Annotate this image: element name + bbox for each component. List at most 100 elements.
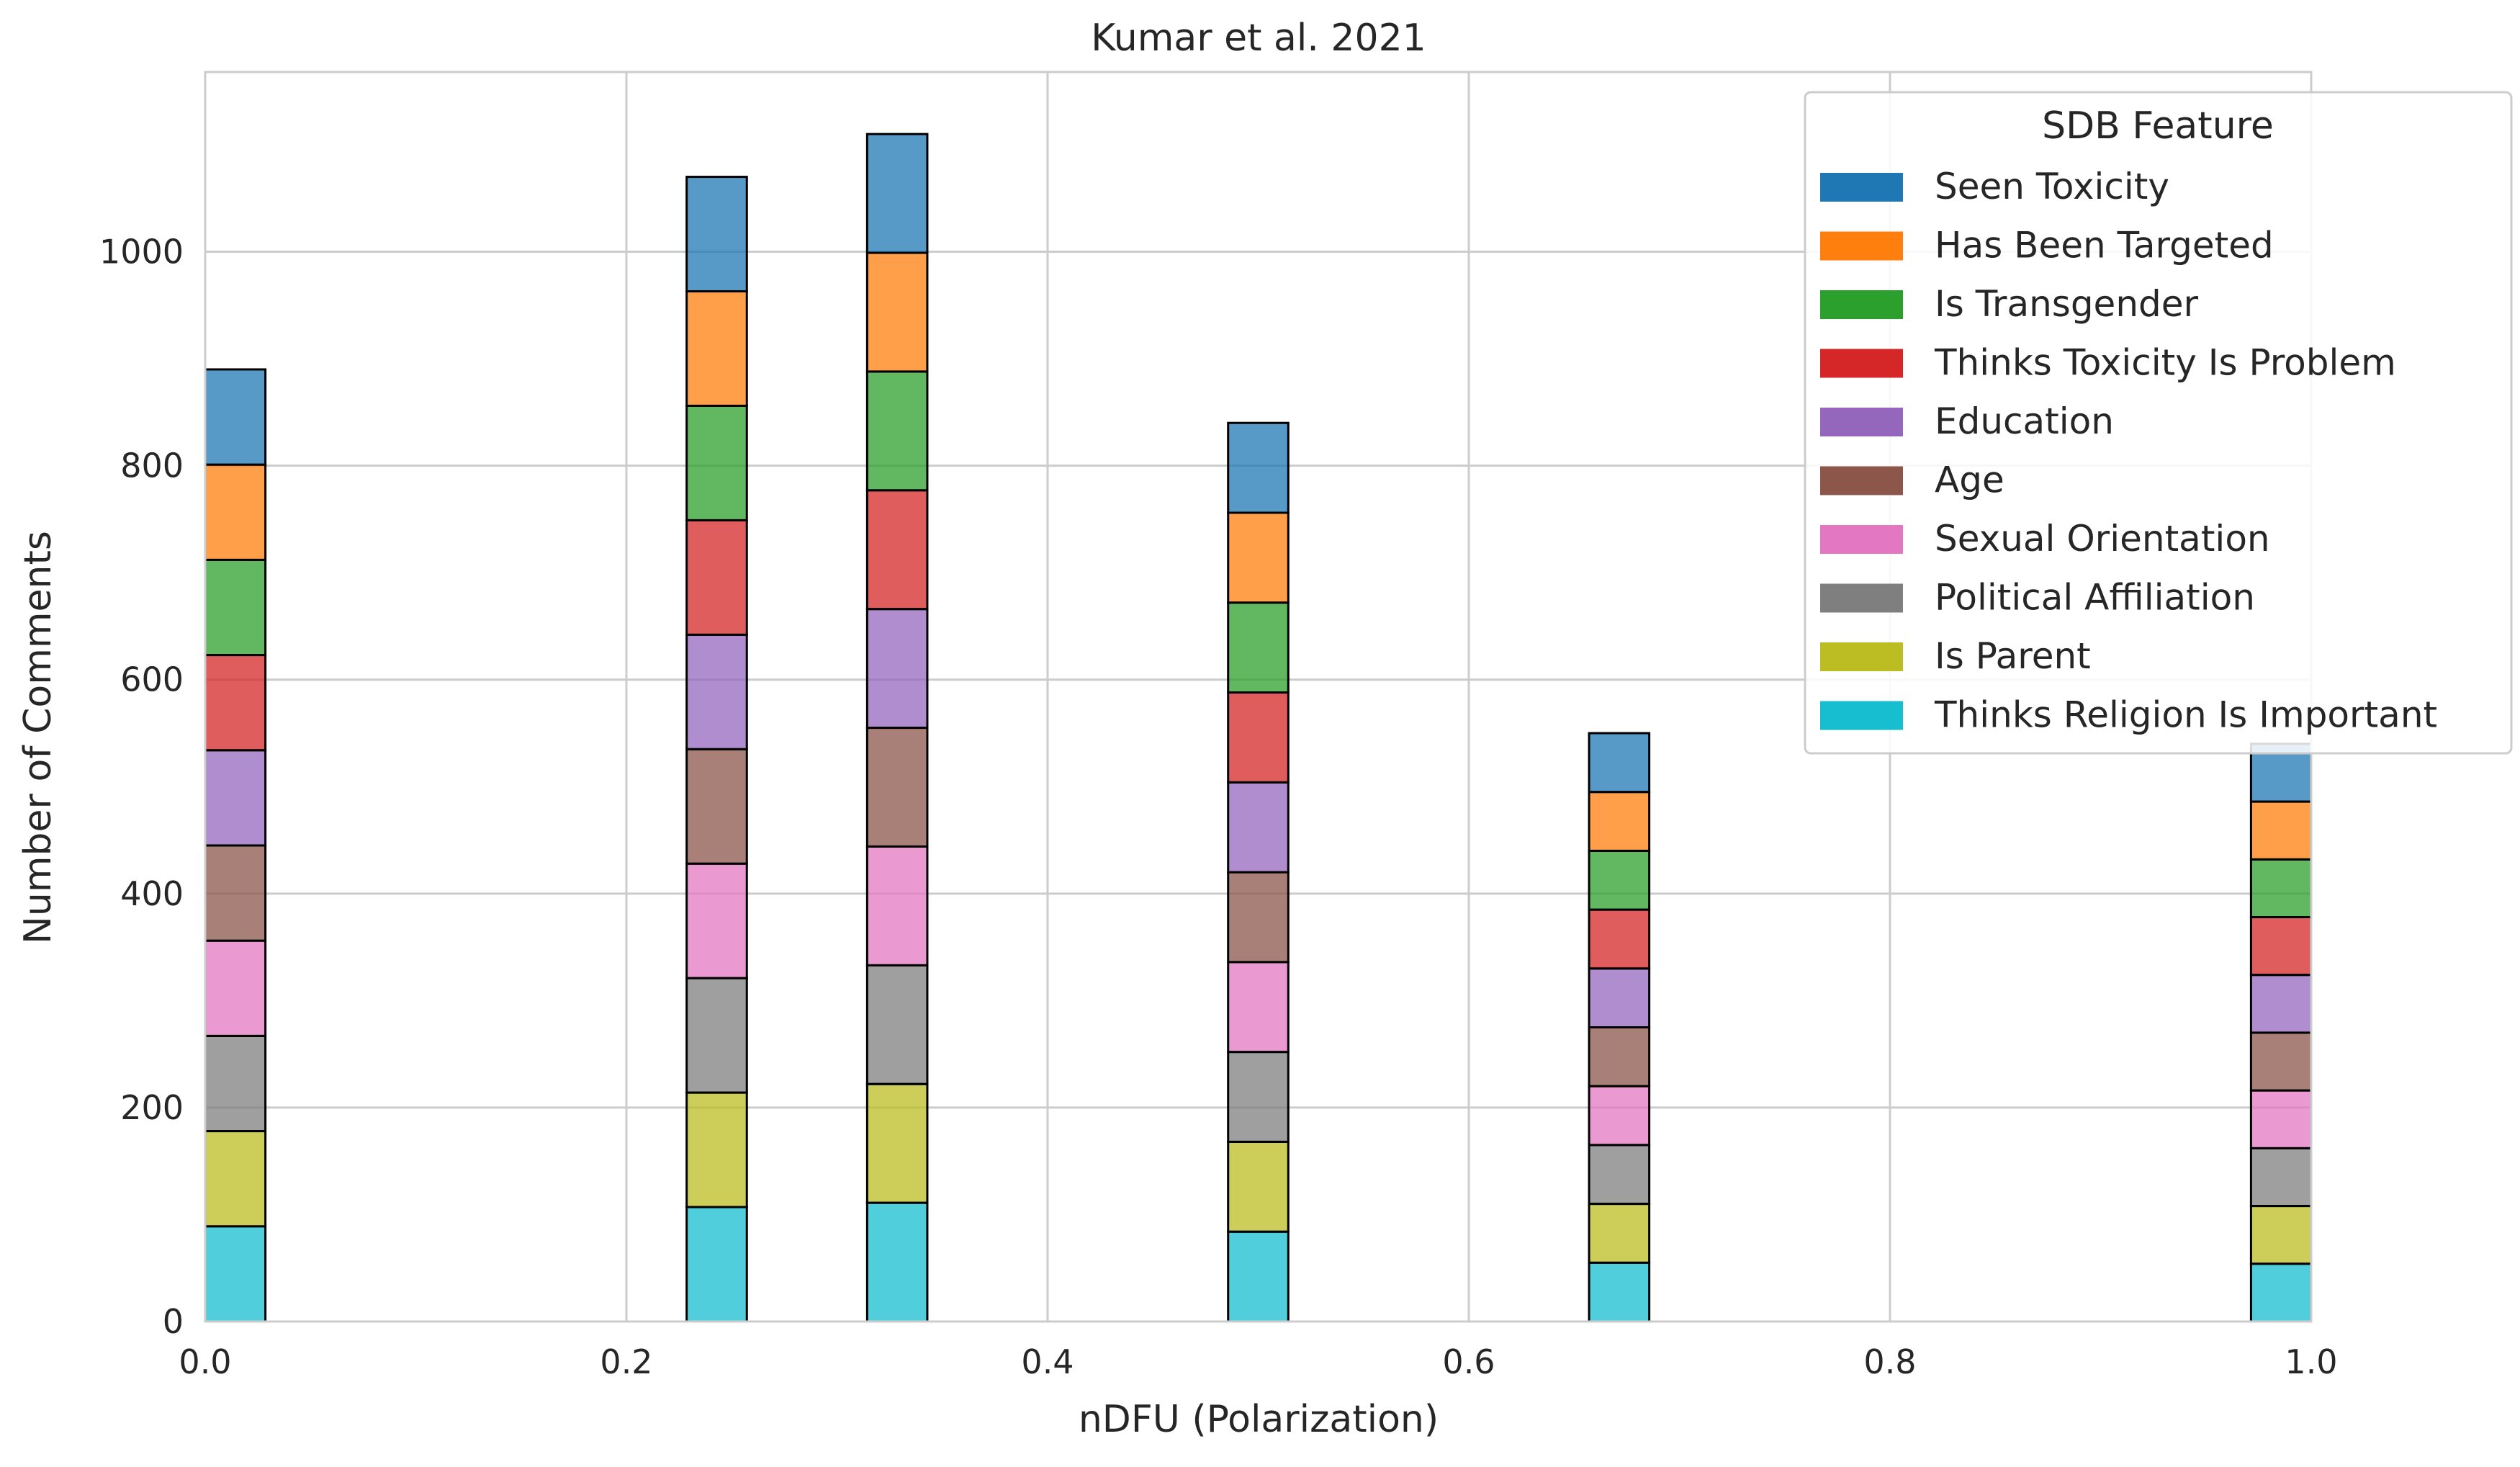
bar-segment: [1227, 511, 1290, 604]
bar-segment: [865, 727, 929, 848]
legend-item: Has Been Targeted: [1820, 225, 2274, 266]
bar-segment: [2249, 858, 2313, 919]
y-tick-label: 600: [120, 660, 184, 699]
legend-label: Seen Toxicity: [1935, 166, 2169, 207]
bar-segment: [204, 1034, 267, 1133]
legend-swatch: [1820, 290, 1903, 319]
legend-label: Political Affiliation: [1935, 577, 2255, 619]
bar-segment: [865, 489, 929, 611]
legend-label: Education: [1935, 400, 2114, 442]
bar-segment: [685, 404, 748, 521]
bar-segment: [2249, 1089, 2313, 1149]
legend-box: [1804, 91, 2513, 755]
bar-segment: [204, 1130, 267, 1228]
bar-segment: [1588, 967, 1651, 1029]
x-tick-label: 0.4: [1021, 1342, 1074, 1381]
legend-label: Thinks Toxicity Is Problem: [1934, 342, 2396, 384]
legend-label: Is Transgender: [1935, 283, 2199, 325]
bar-segment: [1227, 1051, 1290, 1143]
bar-segment: [865, 370, 929, 492]
bar-segment: [1227, 961, 1290, 1054]
legend-item: Age: [1820, 459, 2004, 501]
bar-segment: [2249, 916, 2313, 977]
bar-segment: [204, 939, 267, 1037]
x-tick-label: 0.6: [1442, 1342, 1495, 1381]
legend-label: Is Parent: [1935, 635, 2091, 677]
bar-segment: [204, 844, 267, 942]
legend-item: Is Parent: [1820, 635, 2091, 677]
y-tick-label: 0: [163, 1302, 184, 1341]
bar-segment: [204, 749, 267, 847]
bar-segment: [1227, 781, 1290, 874]
x-axis-label: nDFU (Polarization): [1079, 1398, 1439, 1441]
legend-swatch: [1820, 701, 1903, 730]
bar-segment: [204, 558, 267, 657]
legend-item: Seen Toxicity: [1820, 166, 2169, 207]
bar-segment: [865, 133, 929, 254]
bars: [204, 133, 2313, 1323]
legend-item: Thinks Toxicity Is Problem: [1820, 342, 2396, 384]
bar-segment: [685, 1206, 748, 1323]
legend-label: Thinks Religion Is Important: [1934, 694, 2437, 736]
legend-item: Political Affiliation: [1820, 577, 2255, 619]
bar-segment: [865, 1082, 929, 1204]
bar-segment: [685, 176, 748, 293]
bar-segment: [865, 964, 929, 1085]
bar-segment: [204, 463, 267, 561]
legend-title: SDB Feature: [2042, 104, 2274, 148]
bar-segment: [1227, 1230, 1290, 1323]
legend-swatch: [1820, 525, 1903, 554]
legend-swatch: [1820, 173, 1903, 202]
y-axis-label: Number of Comments: [17, 531, 60, 944]
bar-segment: [1588, 1026, 1651, 1087]
legend-swatch: [1820, 466, 1903, 495]
bar-segment: [685, 748, 748, 865]
bar-segment: [865, 1201, 929, 1323]
bar-segment: [2249, 1205, 2313, 1265]
bar-segment: [865, 251, 929, 373]
bar-segment: [685, 1091, 748, 1208]
legend-swatch: [1820, 349, 1903, 378]
bar-segment: [2249, 974, 2313, 1034]
x-tick-label: 0.0: [179, 1342, 231, 1381]
legend-item: Thinks Religion Is Important: [1820, 694, 2437, 736]
legend-item: Is Transgender: [1820, 283, 2199, 325]
bar-segment: [1588, 1203, 1651, 1264]
bar-segment: [204, 654, 267, 752]
bar-segment: [1588, 1144, 1651, 1206]
legend-label: Has Been Targeted: [1935, 225, 2274, 266]
bar-segment: [2249, 1147, 2313, 1208]
legend-item: Sexual Orientation: [1820, 518, 2270, 560]
bar-segment: [2249, 1031, 2313, 1092]
bar-segment: [865, 608, 929, 730]
bar-segment: [1227, 421, 1290, 514]
bar-segment: [2249, 1262, 2313, 1323]
y-tick-label: 400: [120, 874, 184, 913]
bar-segment: [1588, 1261, 1651, 1323]
y-tick-label: 800: [120, 447, 184, 485]
bar-segment: [865, 845, 929, 966]
bar-segment: [2249, 800, 2313, 861]
x-tick-label: 0.2: [600, 1342, 652, 1381]
bar-segment: [1588, 849, 1651, 911]
bar-segment: [685, 290, 748, 407]
bar-segment: [685, 633, 748, 750]
x-tick-label: 0.8: [1863, 1342, 1916, 1381]
legend-swatch: [1820, 642, 1903, 671]
bar-segment: [1227, 601, 1290, 694]
legend-swatch: [1820, 231, 1903, 261]
bar-segment: [1588, 1085, 1651, 1147]
bar-segment: [1588, 732, 1651, 794]
legend-label: Age: [1935, 459, 2004, 501]
chart-title: Kumar et al. 2021: [1091, 17, 1426, 60]
bar-segment: [1227, 691, 1290, 784]
bar-segment: [685, 519, 748, 636]
bar-segment: [685, 977, 748, 1094]
bar-segment: [204, 368, 267, 466]
legend-label: Sexual Orientation: [1935, 518, 2270, 560]
legend-swatch: [1820, 408, 1903, 436]
legend-items: Seen Toxicity Has Been Targeted Is Transge…: [1820, 166, 2437, 736]
legend-item: Education: [1820, 400, 2114, 442]
